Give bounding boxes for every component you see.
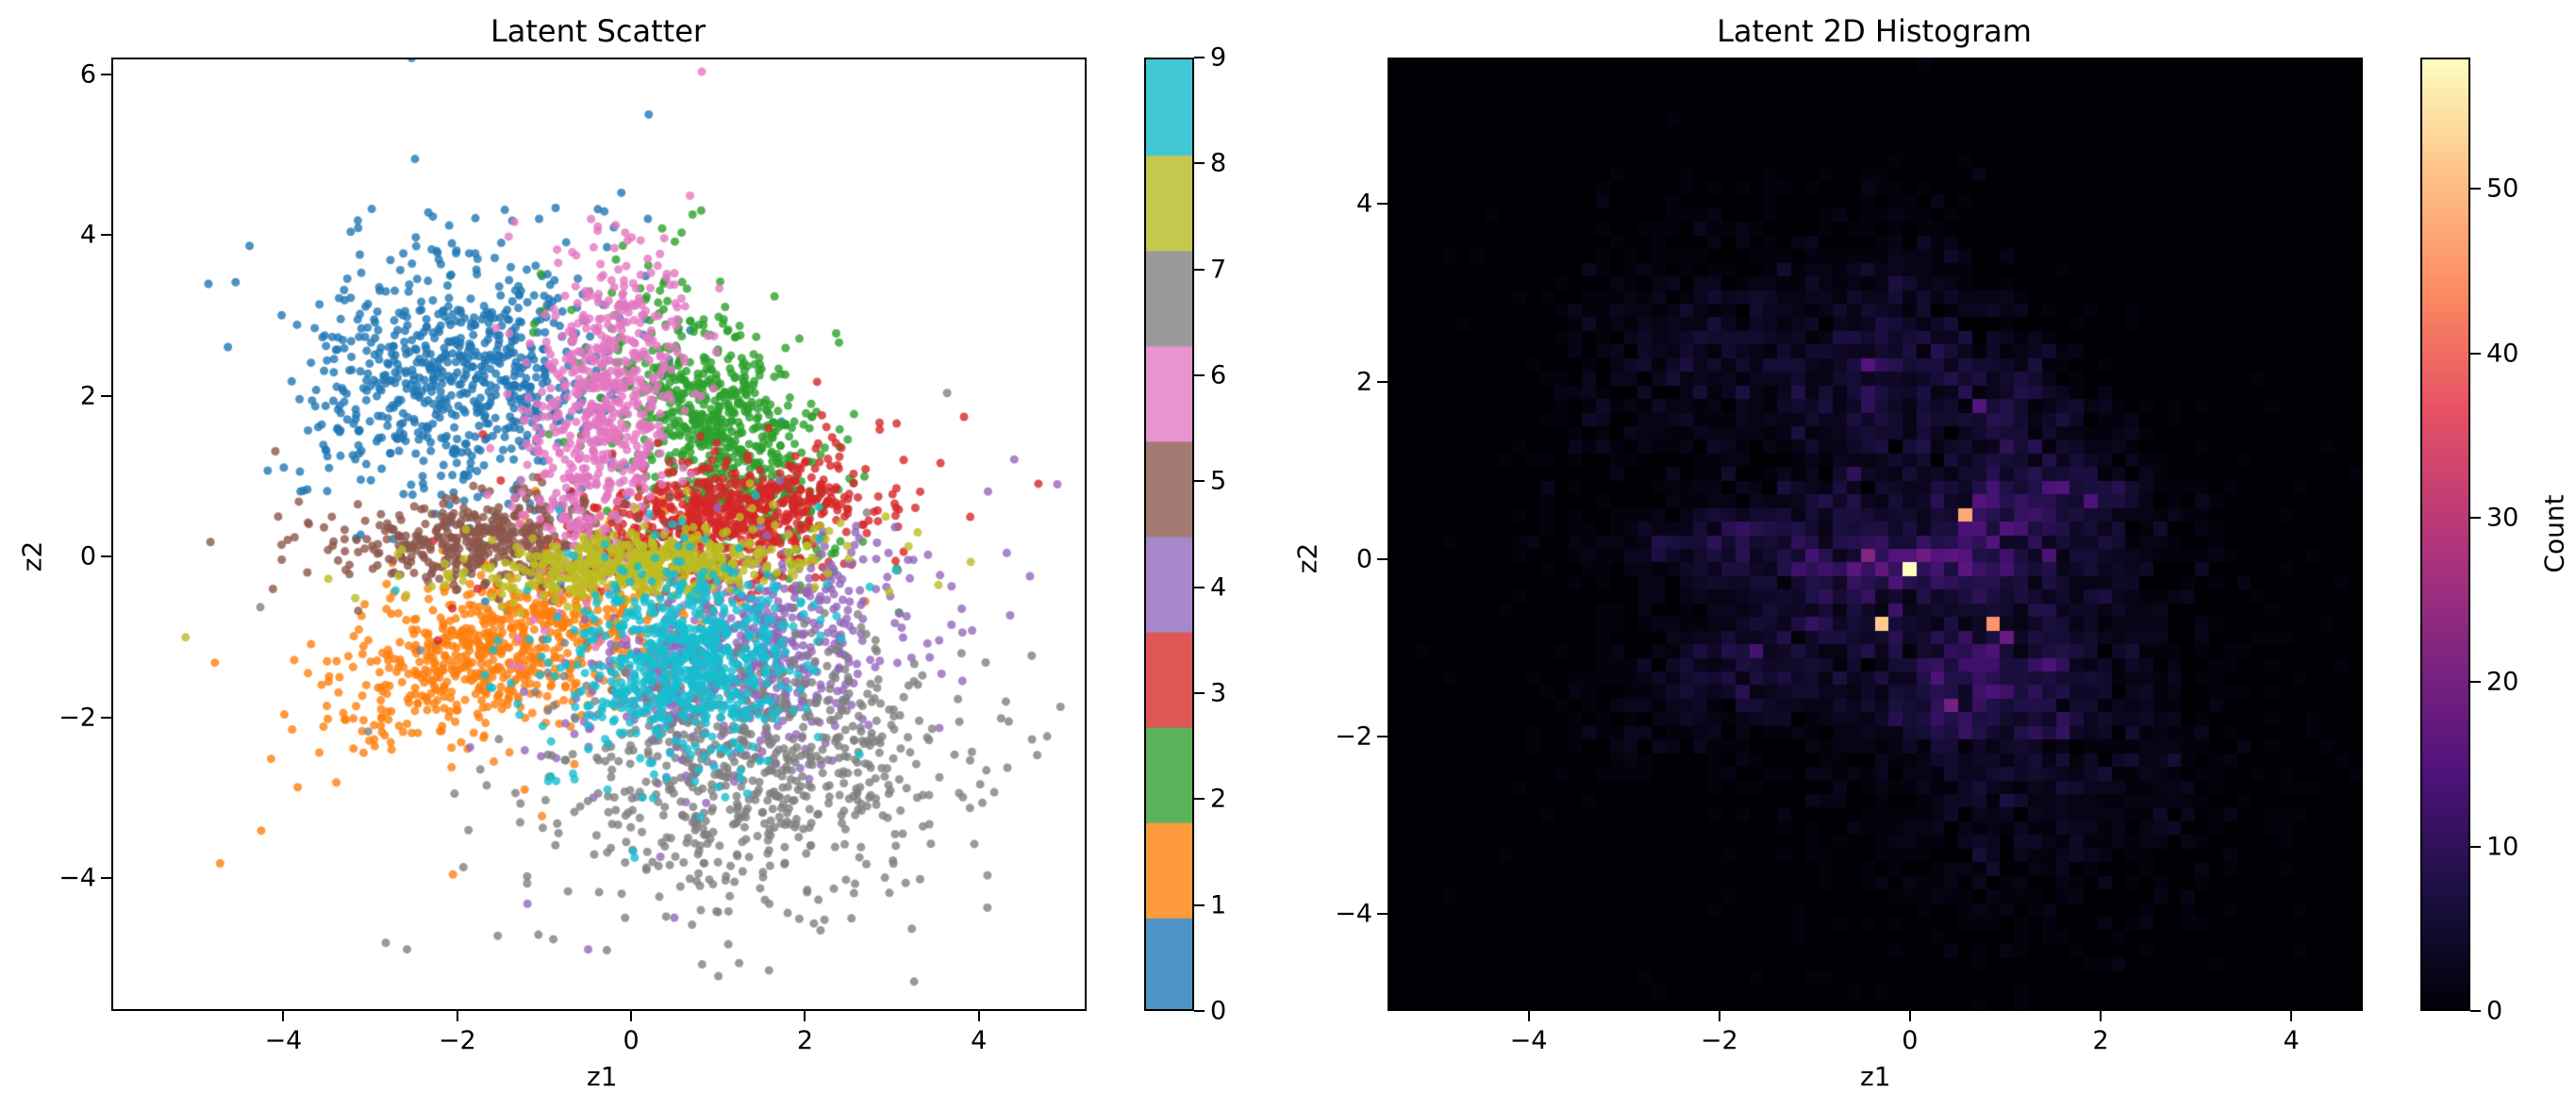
scatter-cbar-tick xyxy=(1194,162,1205,165)
histogram-xtick xyxy=(2100,1011,2102,1021)
histogram-cells xyxy=(1388,58,2363,1011)
scatter-xlabel: z1 xyxy=(587,1061,618,1092)
histogram-xtick-label: −4 xyxy=(1509,1026,1548,1055)
histogram-colorbar xyxy=(2420,58,2470,1011)
scatter-cbar-tick-label: 5 xyxy=(1210,466,1227,496)
scatter-xtick-label: −4 xyxy=(264,1026,303,1055)
histogram-title: Latent 2D Histogram xyxy=(1717,13,2032,49)
histogram-ytick xyxy=(1377,380,1388,383)
scatter-cbar-tick-label: 3 xyxy=(1210,678,1227,708)
histogram-xtick xyxy=(1908,1011,1911,1021)
scatter-xtick xyxy=(804,1011,806,1021)
histogram-cbar-tick-label: 0 xyxy=(2486,996,2503,1026)
histogram-colorbar-label: Count xyxy=(2538,494,2570,573)
histogram-ytick-label: −4 xyxy=(1335,899,1372,929)
histogram-xtick-label: 2 xyxy=(2092,1026,2109,1055)
scatter-xtick-label: 4 xyxy=(971,1026,988,1055)
scatter-title: Latent Scatter xyxy=(490,13,706,49)
scatter-ytick xyxy=(101,73,111,75)
scatter-xtick-label: 2 xyxy=(796,1026,813,1055)
scatter-ytick-label: 6 xyxy=(79,59,96,90)
histogram-plot-area xyxy=(1388,58,2363,1011)
histogram-cbar-tick xyxy=(2470,188,2481,191)
scatter-ytick xyxy=(101,877,111,880)
scatter-cbar-tick-label: 0 xyxy=(1210,996,1227,1026)
histogram-ytick-label: 0 xyxy=(1355,544,1372,574)
histogram-xlabel: z1 xyxy=(1860,1061,1891,1092)
histogram-cbar-tick-label: 20 xyxy=(2486,667,2519,697)
scatter-cbar-tick xyxy=(1194,586,1205,588)
histogram-cbar-tick-label: 10 xyxy=(2486,832,2519,862)
scatter-ytick xyxy=(101,555,111,558)
histogram-colorbar-gradient xyxy=(2422,59,2468,1009)
scatter-cbar-tick xyxy=(1194,692,1205,694)
scatter-cbar-tick-label: 4 xyxy=(1210,572,1227,603)
histogram-xtick xyxy=(2290,1011,2293,1021)
scatter-ylabel: z2 xyxy=(16,540,48,572)
scatter-cbar-tick-label: 8 xyxy=(1210,148,1227,178)
histogram-ylabel: z2 xyxy=(1291,542,1323,574)
scatter-ytick-label: −4 xyxy=(58,863,96,893)
scatter-ytick-label: 4 xyxy=(79,220,96,250)
histogram-ytick-label: −2 xyxy=(1335,721,1372,752)
histogram-xtick-label: 4 xyxy=(2283,1026,2300,1055)
histogram-cbar-tick xyxy=(2470,517,2481,520)
scatter-xtick xyxy=(977,1011,980,1021)
scatter-xtick xyxy=(282,1011,285,1021)
scatter-cbar-tick-label: 7 xyxy=(1210,255,1227,285)
scatter-xtick-label: −2 xyxy=(438,1026,476,1055)
histogram-xtick xyxy=(1527,1011,1530,1021)
scatter-ytick xyxy=(101,234,111,237)
histogram-cbar-tick xyxy=(2470,845,2481,848)
histogram-ytick xyxy=(1377,203,1388,206)
scatter-ytick xyxy=(101,394,111,397)
histogram-cbar-tick xyxy=(2470,681,2481,684)
histogram-cbar-tick xyxy=(2470,1010,2481,1012)
scatter-cbar-tick-label: 9 xyxy=(1210,42,1227,73)
scatter-points xyxy=(113,59,1085,1009)
scatter-cbar-tick xyxy=(1194,268,1205,271)
scatter-colorbar-gradient xyxy=(1146,59,1192,1009)
scatter-ytick xyxy=(101,716,111,719)
scatter-xtick xyxy=(456,1011,458,1021)
scatter-ytick-label: −2 xyxy=(58,703,96,733)
scatter-cbar-tick xyxy=(1194,903,1205,906)
scatter-cbar-tick-label: 2 xyxy=(1210,784,1227,814)
histogram-cbar-tick xyxy=(2470,352,2481,355)
scatter-cbar-tick-label: 1 xyxy=(1210,890,1227,920)
histogram-ytick xyxy=(1377,736,1388,738)
scatter-ytick-label: 0 xyxy=(79,541,96,572)
scatter-xtick xyxy=(630,1011,633,1021)
scatter-cbar-tick xyxy=(1194,798,1205,801)
histogram-xtick xyxy=(1718,1011,1720,1021)
histogram-ytick-label: 2 xyxy=(1355,367,1372,397)
scatter-cbar-tick xyxy=(1194,1010,1205,1012)
scatter-plot-area xyxy=(111,58,1087,1011)
histogram-xtick-label: −2 xyxy=(1700,1026,1738,1055)
histogram-ytick xyxy=(1377,913,1388,916)
scatter-cbar-tick xyxy=(1194,374,1205,376)
scatter-cbar-tick xyxy=(1194,480,1205,483)
histogram-xtick-label: 0 xyxy=(1902,1026,1919,1055)
scatter-cbar-tick xyxy=(1194,57,1205,58)
scatter-xtick-label: 0 xyxy=(623,1026,640,1055)
histogram-cbar-tick-label: 30 xyxy=(2486,503,2519,533)
histogram-cbar-tick-label: 50 xyxy=(2486,174,2519,204)
scatter-cbar-tick-label: 6 xyxy=(1210,360,1227,390)
scatter-colorbar xyxy=(1144,58,1194,1011)
histogram-ytick xyxy=(1377,557,1388,560)
histogram-ytick-label: 4 xyxy=(1355,189,1372,219)
scatter-ytick-label: 2 xyxy=(79,381,96,411)
histogram-cbar-tick-label: 40 xyxy=(2486,339,2519,369)
